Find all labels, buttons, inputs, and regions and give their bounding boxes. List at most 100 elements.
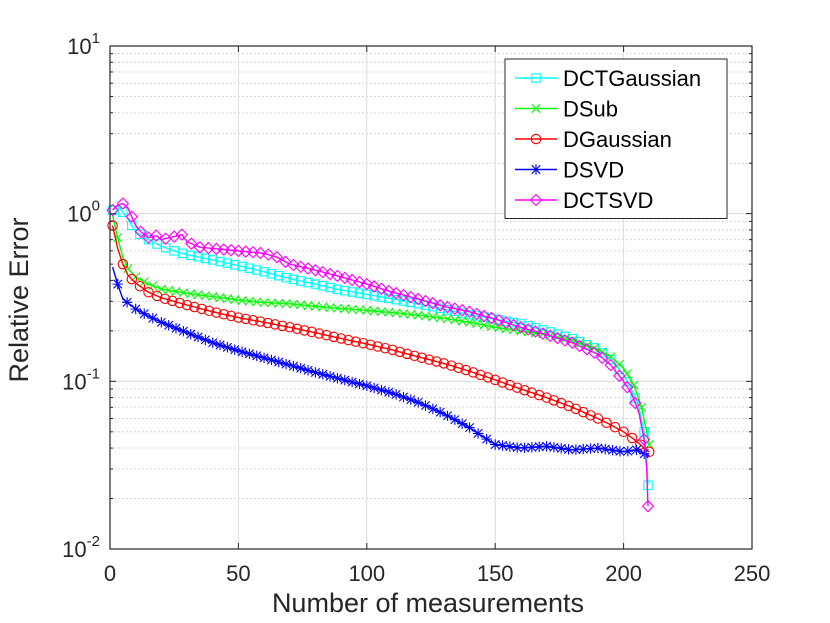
marker-circle [343, 334, 354, 346]
marker-circle [497, 377, 508, 388]
marker-circle [541, 392, 552, 403]
marker-circle [489, 374, 501, 386]
marker-square [200, 253, 211, 264]
y-tick-label: 100 [67, 198, 100, 227]
marker-circle [401, 348, 413, 360]
marker-circle [585, 410, 596, 421]
marker-square [107, 205, 118, 215]
marker-circle [409, 350, 420, 362]
series-markers [112, 278, 650, 459]
marker-asterisk [512, 442, 523, 453]
marker-diamond [270, 250, 284, 264]
series-dsvd [111, 266, 650, 459]
legend-label: DSVD [563, 158, 624, 183]
x-tick-label: 0 [104, 561, 116, 586]
marker-x [139, 277, 149, 287]
marker-diamond [565, 336, 579, 349]
marker-square [193, 252, 203, 262]
marker-circle [328, 331, 340, 343]
marker-x [457, 316, 467, 326]
marker-square [398, 296, 409, 306]
marker-x [266, 298, 277, 308]
marker-square [251, 265, 262, 275]
marker-square [259, 267, 269, 277]
marker-diamond [613, 369, 626, 383]
marker-circle [335, 333, 347, 344]
marker-square [266, 268, 277, 279]
marker-circle [379, 342, 391, 354]
marker-asterisk [130, 303, 141, 315]
legend-item: DSub [515, 97, 618, 122]
legend-label: DCTSVD [563, 188, 653, 213]
series-line [111, 225, 650, 453]
plot-frame [109, 45, 753, 550]
marker-square [325, 282, 335, 293]
marker-asterisk [519, 442, 530, 453]
marker-circle [196, 303, 207, 315]
marker-x [428, 312, 438, 322]
marker-x [413, 310, 423, 320]
marker-diamond [521, 323, 535, 336]
marker-asterisk [200, 334, 211, 346]
marker-circle [438, 358, 450, 369]
marker-square [597, 348, 607, 358]
marker-x [464, 317, 475, 327]
marker-square [215, 256, 225, 267]
marker-circle [262, 317, 273, 329]
marker-circle [277, 320, 288, 332]
marker-asterisk [156, 317, 167, 328]
marker-diamond [587, 346, 601, 359]
marker-square [340, 285, 350, 296]
marker-circle [548, 395, 560, 406]
marker-circle [218, 309, 229, 320]
marker-diamond [641, 499, 655, 513]
marker-circle [563, 400, 574, 412]
marker-asterisk [456, 418, 468, 429]
marker-asterisk [376, 384, 387, 396]
marker-square [237, 261, 247, 272]
marker-asterisk [361, 380, 372, 392]
marker-circle [143, 286, 154, 298]
legend: DCTGaussian DSub DGaussian DSVD DCTSVD [504, 58, 728, 219]
marker-square [229, 260, 240, 270]
series-dgaussian [107, 220, 655, 458]
marker-asterisk [112, 278, 123, 290]
marker-x [391, 308, 401, 318]
marker-asterisk [258, 352, 270, 364]
marker-circle [504, 379, 516, 391]
marker-asterisk [139, 308, 150, 319]
marker-asterisk [412, 397, 424, 408]
marker-asterisk [346, 376, 358, 388]
marker-asterisk [147, 312, 158, 324]
marker-square [281, 272, 291, 283]
marker-asterisk [614, 446, 626, 457]
marker-x [531, 103, 541, 114]
marker-square [406, 297, 416, 308]
marker-circle [626, 432, 638, 444]
marker-diamond [106, 203, 119, 217]
marker-x [171, 286, 181, 297]
marker-circle [577, 406, 589, 418]
marker-circle [482, 372, 494, 383]
axis-ticks [109, 45, 753, 550]
marker-asterisk [266, 354, 277, 366]
marker-diamond [279, 255, 292, 269]
marker-asterisk [214, 339, 226, 351]
marker-diamond [477, 309, 491, 323]
marker-diamond [595, 351, 609, 365]
marker-square [296, 276, 306, 286]
marker-circle [618, 426, 629, 438]
marker-diamond [149, 229, 163, 242]
marker-diamond [142, 231, 155, 244]
marker-asterisk [592, 442, 604, 454]
marker-square [185, 250, 196, 261]
marker-diamond [375, 282, 388, 296]
marker-circle [601, 417, 612, 429]
marker-circle [284, 322, 296, 333]
marker-diamond [202, 241, 215, 255]
marker-square [310, 279, 321, 289]
marker-diamond [382, 284, 396, 298]
marker-circle [269, 319, 281, 330]
marker-diamond [485, 311, 498, 325]
marker-asterisk [390, 389, 402, 400]
